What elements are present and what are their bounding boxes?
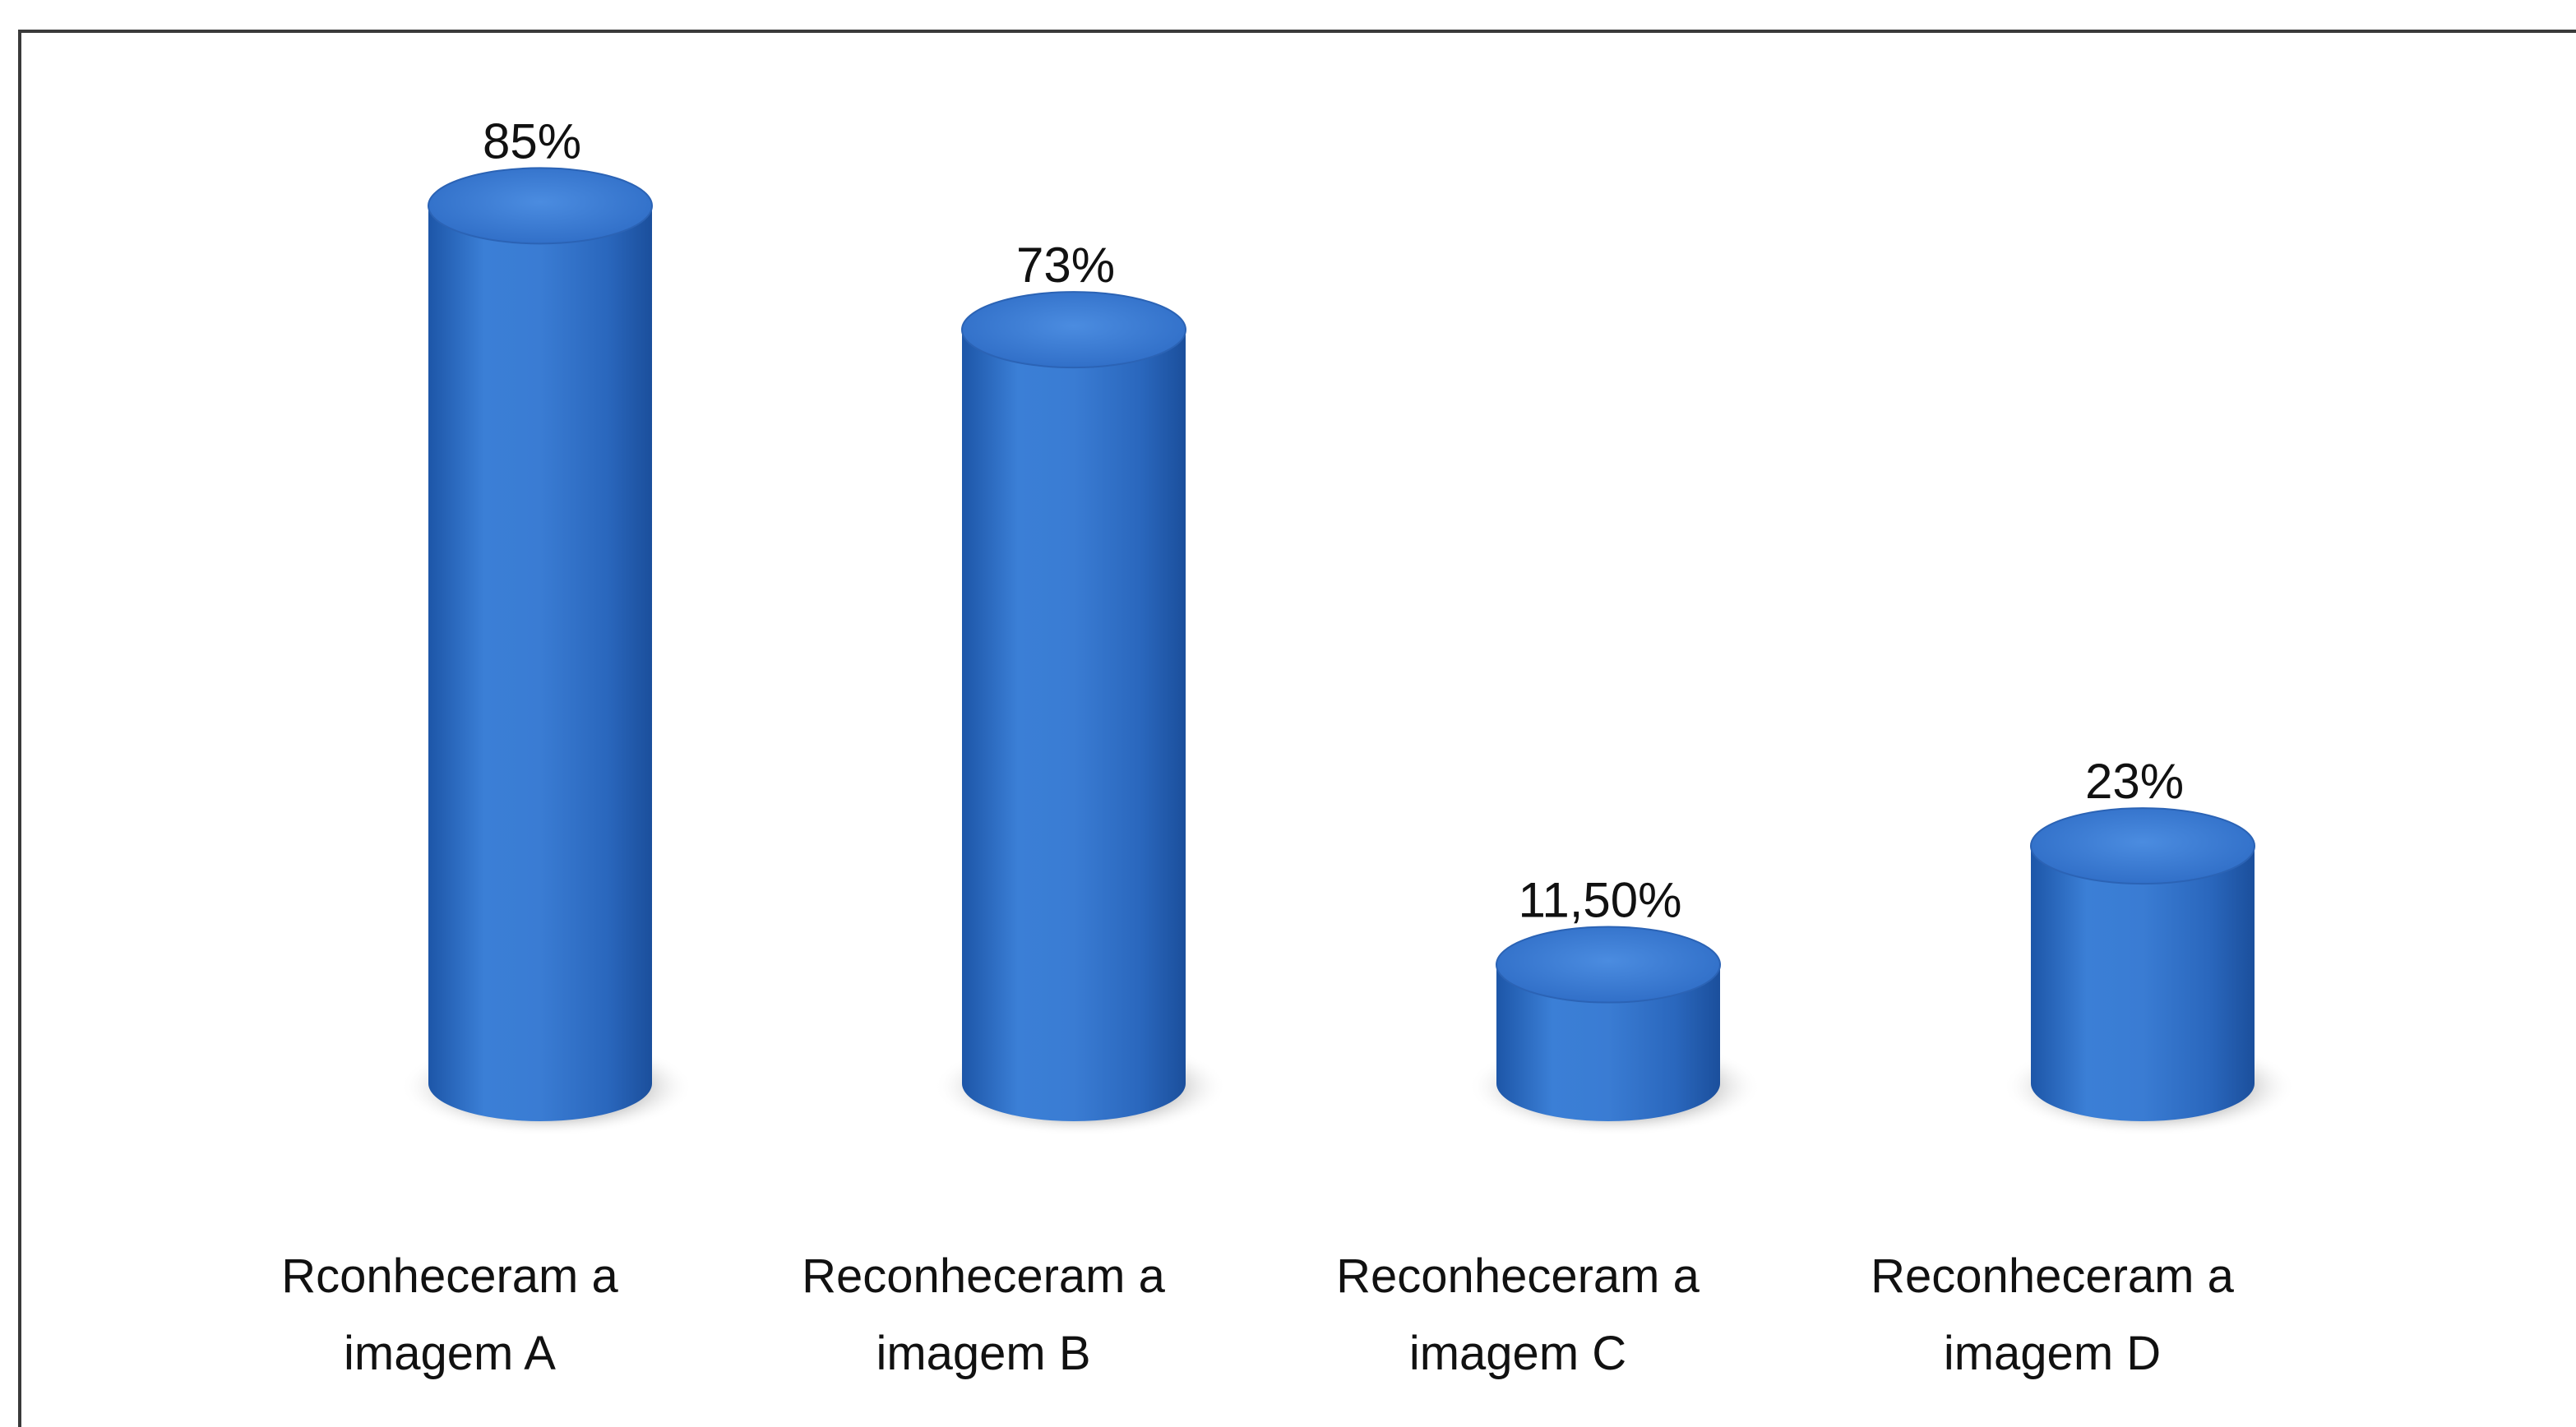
- category-label-line-2: imagem D: [1944, 1327, 2161, 1380]
- bar-body: [2031, 846, 2255, 1121]
- labels-layer: 85% Rconheceram a imagem A 73% Reconheceram …: [281, 113, 2234, 1380]
- bar-top: [961, 291, 1186, 369]
- bar-d: [2003, 807, 2296, 1136]
- bar-a: [400, 167, 693, 1136]
- category-label-line-1: Reconheceram a: [1336, 1249, 1700, 1303]
- bars-layer: [400, 167, 2296, 1136]
- bar-top: [2030, 807, 2255, 885]
- category-label-line-1: Reconheceram a: [802, 1249, 1165, 1303]
- chart-frame: [18, 30, 2576, 1427]
- data-label: 73%: [1016, 238, 1115, 293]
- bar-body: [1496, 964, 1720, 1121]
- bar-top: [428, 167, 653, 245]
- bar-body: [428, 206, 652, 1121]
- data-label: 23%: [2085, 754, 2184, 809]
- category-label-line-1: Reconheceram a: [1871, 1249, 2234, 1303]
- data-label: 85%: [483, 113, 581, 169]
- bar-top: [1496, 926, 1721, 1004]
- category-label-line-2: imagem A: [344, 1327, 556, 1380]
- data-label: 11,50%: [1518, 873, 1681, 928]
- bar-body: [962, 330, 1186, 1121]
- category-label-line-2: imagem B: [876, 1327, 1090, 1380]
- category-label-line-1: Rconheceram a: [281, 1249, 618, 1303]
- category-label-line-2: imagem C: [1409, 1327, 1626, 1380]
- bar-b: [934, 291, 1227, 1136]
- bar-c: [1468, 926, 1761, 1136]
